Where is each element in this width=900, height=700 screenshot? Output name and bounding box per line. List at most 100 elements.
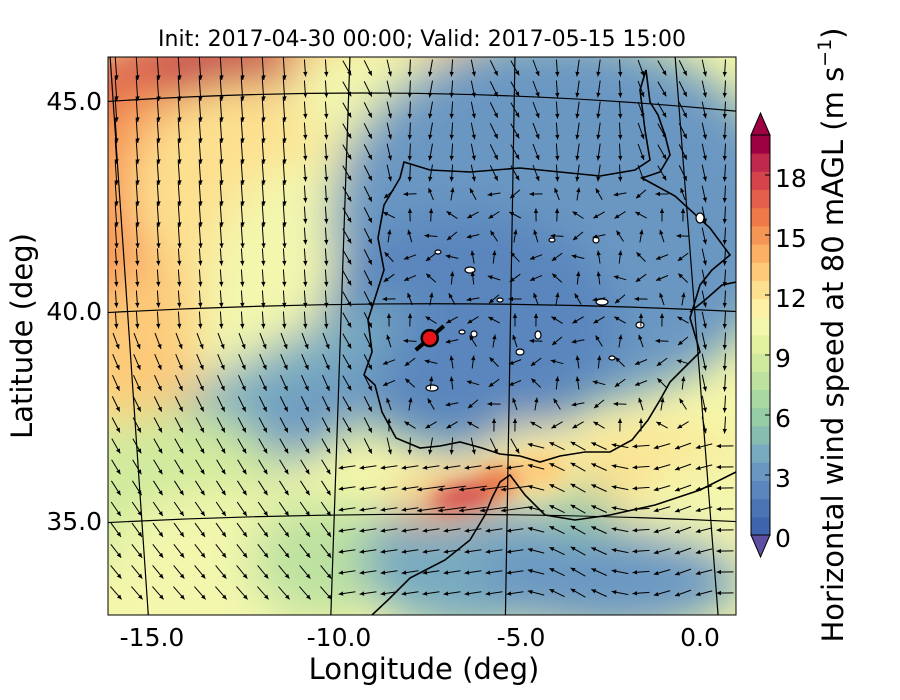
colorbar-band — [751, 135, 770, 154]
wind-vector-arrow — [132, 417, 142, 433]
wind-vector-arrow — [236, 586, 248, 600]
wind-vector-arrow — [532, 122, 540, 140]
wind-vector-arrow — [363, 228, 373, 244]
map-title: Init: 2017-04-30 00:00; Valid: 2017-05-1… — [158, 27, 686, 52]
wind-vector-arrow — [570, 525, 586, 535]
colorbar-band — [751, 189, 770, 209]
wind-vector-arrow — [506, 528, 524, 533]
wind-vector-arrow — [555, 292, 560, 306]
wind-vector-arrow — [470, 59, 476, 77]
wind-vector-arrow — [466, 297, 480, 302]
wind-vector-arrow — [196, 374, 204, 392]
wind-vector-arrow — [638, 397, 644, 411]
wind-vector-arrow — [303, 311, 308, 329]
wind-vector-arrow — [359, 591, 377, 596]
wind-vector-arrow — [303, 290, 308, 308]
wind-vector-arrow — [216, 459, 226, 475]
wind-vector-arrow — [156, 57, 161, 81]
wind-vector-arrow — [575, 164, 580, 182]
wind-vector-arrow — [555, 376, 560, 390]
wind-vector-arrow — [533, 208, 539, 222]
wind-vector-arrow — [238, 354, 246, 370]
wind-vector-arrow — [632, 465, 650, 470]
wind-vector-arrow — [716, 548, 734, 554]
wind-vector-arrow — [572, 211, 584, 219]
wind-vector-arrow — [257, 565, 269, 579]
wind-vector-arrow — [438, 506, 466, 513]
wind-vector-arrow — [324, 185, 329, 203]
wind-vector-arrow — [722, 185, 727, 203]
wind-vector-arrow — [422, 465, 440, 470]
wind-vector-arrow — [240, 290, 245, 308]
wind-vector-arrow — [611, 569, 629, 575]
wind-vector-arrow — [110, 543, 122, 559]
wind-vector-arrow — [217, 354, 225, 370]
wind-vector-arrow — [342, 396, 352, 412]
wind-vector-arrow — [716, 590, 734, 596]
y-tick-labels: 45.0 40.0 35.0 — [46, 87, 102, 536]
wind-vector-arrow — [485, 570, 503, 575]
wind-vector-arrow — [551, 421, 563, 429]
wind-speed-region — [480, 530, 736, 615]
colorbar — [750, 111, 771, 559]
wind-vector-arrow — [133, 332, 141, 350]
wind-vector-arrow — [722, 59, 727, 77]
wind-vector-arrow — [114, 202, 119, 228]
wind-vector-arrow — [324, 269, 329, 287]
wind-vector-arrow — [135, 97, 140, 123]
wind-vector-arrow — [240, 118, 245, 144]
wind-vector-arrow — [464, 591, 482, 596]
wind-vector-arrow — [278, 480, 290, 496]
wind-vector-arrow — [678, 102, 688, 118]
wind-vector-arrow — [551, 316, 563, 324]
wind-vector-arrow — [532, 164, 540, 182]
wind-vector-arrow — [403, 274, 417, 282]
wind-vector-arrow — [300, 396, 310, 412]
wind-vector-arrow — [303, 59, 308, 77]
wind-vector-arrow — [324, 227, 329, 245]
wind-vector-arrow — [173, 543, 185, 559]
wind-vector-arrow — [527, 526, 545, 533]
wind-vector-arrow — [480, 485, 508, 492]
wind-vector-arrow — [596, 122, 601, 140]
wind-vector-arrow — [342, 270, 352, 286]
wind-vector-arrow — [680, 187, 686, 201]
wind-vector-arrow — [380, 591, 398, 596]
wind-vector-arrow — [303, 80, 308, 98]
wind-vector-arrow — [320, 586, 332, 600]
wind-vector-arrow — [572, 421, 584, 429]
wind-vector-arrow — [425, 273, 437, 283]
wind-vector-arrow — [570, 567, 586, 577]
wind-vector-arrow — [282, 181, 287, 207]
wind-vector-arrow — [135, 269, 140, 287]
wind-vector-arrow — [363, 144, 373, 160]
colorbar-band — [751, 244, 770, 263]
wind-vector-arrow — [506, 465, 524, 470]
wind-vector-arrow — [613, 275, 627, 281]
parallel-line — [108, 92, 736, 112]
wind-vector-arrow — [303, 143, 308, 161]
wind-vector-arrow — [470, 250, 475, 264]
wind-vector-arrow — [576, 271, 581, 285]
wind-vector-arrow — [133, 354, 141, 370]
wind-vector-arrow — [701, 59, 707, 77]
wind-vector-arrow — [695, 443, 713, 450]
wind-vector-arrow — [132, 459, 142, 475]
wind-vector-arrow — [219, 160, 224, 186]
wind-vector-arrow — [722, 395, 727, 413]
wind-vector-arrow — [591, 442, 607, 450]
wind-vector-arrow — [177, 269, 182, 287]
wind-vector-arrow — [403, 191, 417, 197]
wind-vector-arrow — [301, 374, 309, 392]
wind-vector-arrow — [716, 506, 734, 512]
wind-vector-arrow — [616, 230, 624, 242]
wind-vector-arrow — [527, 442, 545, 449]
wind-vector-arrow — [237, 438, 247, 454]
wind-vector-arrow — [653, 527, 671, 534]
wind-vector-arrow — [114, 269, 119, 287]
wind-vector-arrow — [722, 80, 727, 98]
wind-vector-arrow — [488, 378, 500, 388]
wind-vector-arrow — [446, 421, 458, 429]
y-axis-label: Latitude (deg) — [5, 233, 39, 439]
wind-vector-arrow — [153, 459, 163, 475]
